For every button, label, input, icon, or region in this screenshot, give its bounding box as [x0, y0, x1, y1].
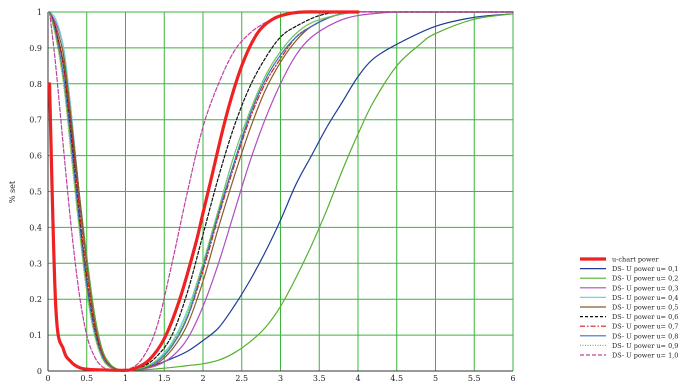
legend-label: DS- U power u= 0,3 — [612, 284, 678, 292]
legend-label: DS- U power u= 1,0 — [612, 352, 678, 360]
y-tick-label: 1 — [37, 8, 42, 17]
x-tick-label: 6 — [510, 374, 515, 383]
legend-label: u-chart power — [612, 256, 659, 264]
series-lines — [47, 10, 514, 372]
x-tick-label: 2.5 — [235, 374, 248, 383]
x-tick-label: 1 — [123, 374, 128, 383]
legend-label: DS- U power u= 0,6 — [612, 313, 678, 321]
x-tick-label: 2 — [200, 374, 205, 383]
x-tick-label: 3.5 — [313, 374, 326, 383]
series-line-ds-u-power-9 — [48, 11, 514, 371]
legend-label: DS- U power u= 0,1 — [612, 265, 678, 273]
y-tick-label: 0.4 — [29, 223, 42, 232]
y-axis-label: % set — [8, 180, 17, 203]
x-tick-label: 5.5 — [468, 374, 481, 383]
y-tick-label: 0.9 — [29, 44, 42, 53]
y-tick-label: 0.3 — [29, 259, 42, 268]
x-tick-label: 5 — [433, 374, 438, 383]
y-tick-label: 0.8 — [29, 80, 42, 89]
legend-label: DS- U power u= 0,7 — [612, 323, 678, 331]
x-tick-label: 0 — [45, 374, 50, 383]
series-line-ds-u-power-8 — [48, 11, 514, 371]
legend-label: DS- U power u= 0,9 — [612, 342, 678, 350]
x-tick-label: 3 — [278, 374, 283, 383]
legend-label: DS- U power u= 0,2 — [612, 275, 678, 283]
x-tick-label: 1.5 — [158, 374, 171, 383]
legend-label: DS- U power u= 0,5 — [612, 304, 678, 312]
grid-lines — [47, 11, 514, 372]
series-line-u-chart-power — [47, 10, 360, 372]
y-tick-label: 0.5 — [29, 188, 42, 197]
y-tick-label: 0 — [37, 367, 42, 376]
x-tick-label: 0.5 — [80, 374, 93, 383]
x-tick-label: 4.5 — [390, 374, 403, 383]
series-line-ds-u-power-2 — [48, 11, 514, 371]
y-tick-label: 0.1 — [29, 331, 42, 340]
y-tick-label: 0.6 — [29, 152, 42, 161]
legend-label: DS- U power u= 0,8 — [612, 332, 678, 340]
legend-label: DS- U power u= 0,4 — [612, 294, 678, 302]
tick-labels: 0 0.5 1 1.5 2 2.5 3 3.5 4 4.5 5 5.5 6 0 0.1 0.2 0.3 0.4 0.… — [29, 8, 515, 383]
x-tick-label: 4 — [355, 374, 360, 383]
y-tick-label: 0.7 — [29, 116, 42, 125]
y-tick-label: 0.2 — [29, 295, 42, 304]
